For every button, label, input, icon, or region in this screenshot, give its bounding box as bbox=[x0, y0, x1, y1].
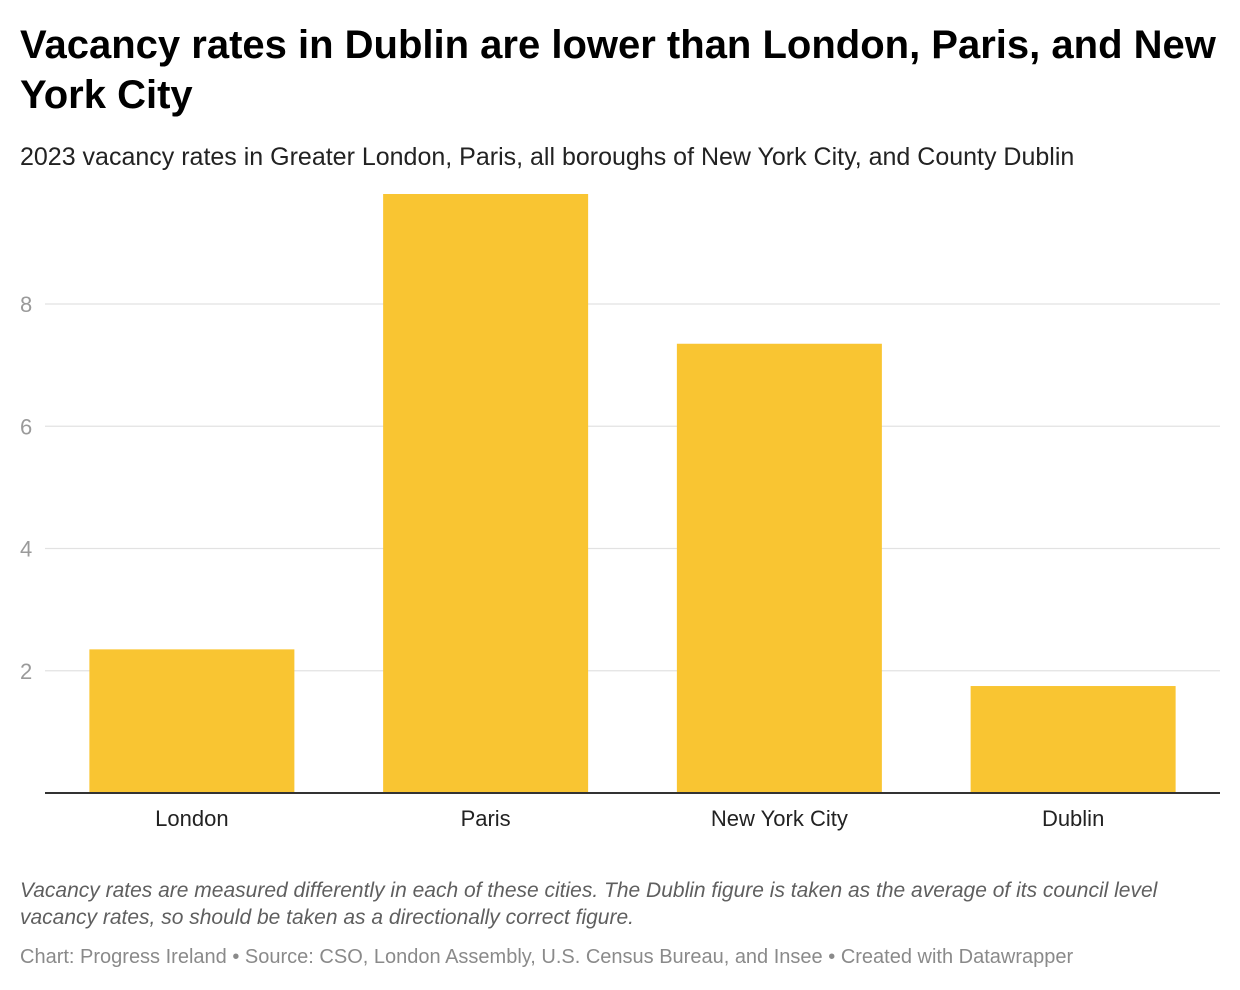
footer-separator: • bbox=[232, 946, 240, 968]
bar-new-york-city bbox=[676, 343, 882, 793]
chart-footer: Chart: Progress Ireland • Source: CSO, L… bbox=[20, 943, 1220, 971]
bar-london bbox=[89, 649, 295, 793]
footer-source-label: Source: bbox=[244, 946, 314, 968]
y-tick-label: 4 bbox=[20, 537, 32, 562]
footer-sources: CSO, London Assembly, U.S. Census Bureau… bbox=[319, 946, 823, 968]
axes: 2 4 6 8 London Paris New York City Dublin bbox=[20, 292, 1220, 831]
footer-credit: Created with Datawrapper bbox=[840, 946, 1074, 968]
chart-subtitle: 2023 vacancy rates in Greater London, Pa… bbox=[20, 143, 1075, 171]
footer-separator: • bbox=[828, 946, 836, 968]
x-category-label: Paris bbox=[461, 806, 511, 831]
x-category-label: London bbox=[155, 806, 228, 831]
footer-chart-by: Progress Ireland bbox=[80, 946, 227, 968]
chart-note: Vacancy rates are measured differently i… bbox=[20, 879, 1158, 929]
bar-dublin bbox=[970, 686, 1176, 793]
bar-paris bbox=[383, 194, 589, 793]
chart-title: Vacancy rates in Dublin are lower than L… bbox=[20, 23, 1216, 117]
footer-chart-label: Chart: bbox=[20, 946, 75, 968]
gridlines bbox=[45, 303, 1220, 672]
y-tick-label: 6 bbox=[20, 414, 32, 439]
y-tick-label: 2 bbox=[20, 659, 32, 684]
y-tick-label: 8 bbox=[20, 292, 32, 317]
bars bbox=[89, 194, 1176, 793]
bar-chart: 2 4 6 8 London Paris New York City Dublin bbox=[20, 194, 1220, 831]
x-category-label: Dublin bbox=[1042, 806, 1104, 831]
x-category-label: New York City bbox=[711, 806, 848, 831]
